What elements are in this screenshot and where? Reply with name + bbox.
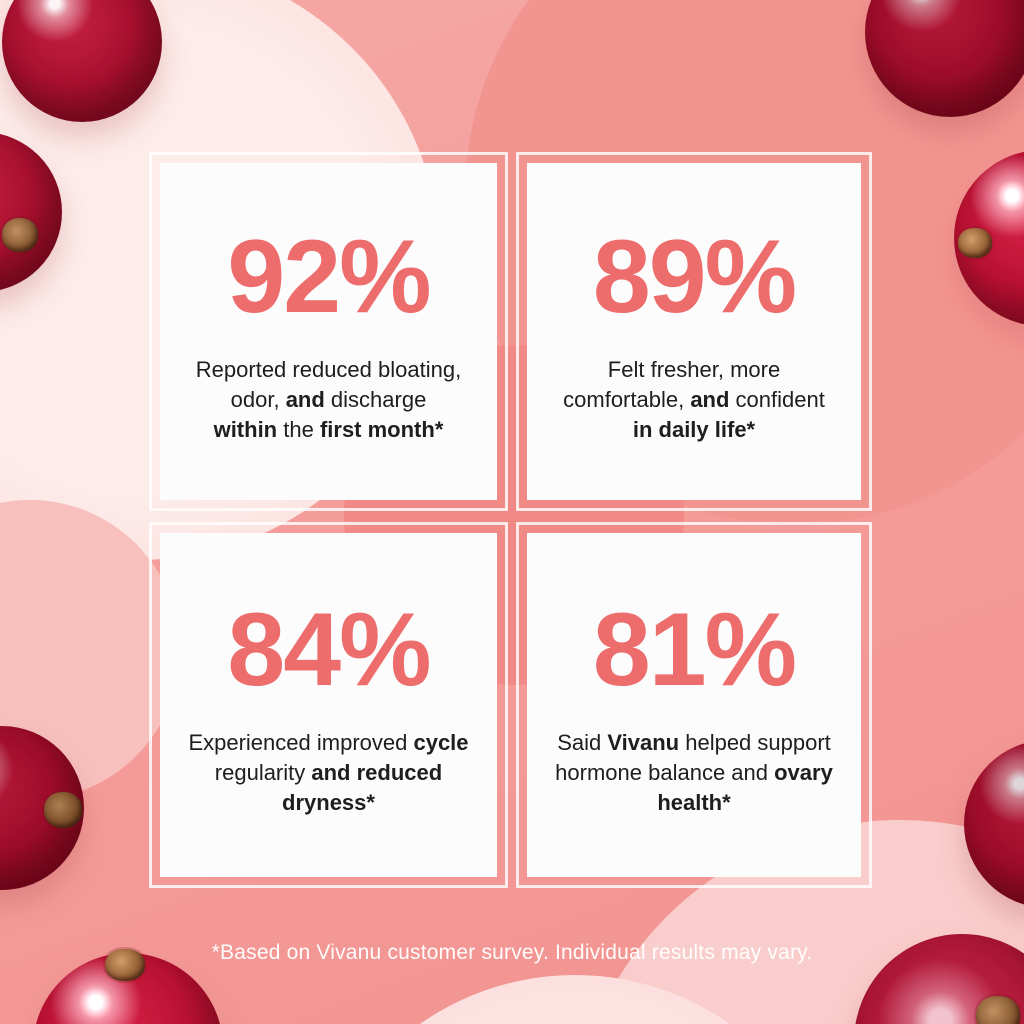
stat-value: 92% bbox=[227, 218, 431, 335]
stat-value: 81% bbox=[592, 592, 797, 708]
stat-card: 92% Reported reduced bloating, odor, and … bbox=[149, 152, 508, 511]
stat-description: Said Vivanu helped support hormone balanc… bbox=[555, 730, 833, 815]
cranberry-stem-scar bbox=[44, 792, 82, 828]
stat-card: 84% Experienced improved cycle regularity… bbox=[149, 522, 508, 888]
cranberry-stem-scar bbox=[105, 949, 145, 981]
cranberry-stem-scar bbox=[976, 996, 1020, 1024]
stat-value: 89% bbox=[592, 218, 797, 335]
stat-description: Experienced improved cycle regularity and… bbox=[188, 730, 469, 815]
cranberry-stem-scar bbox=[958, 228, 992, 258]
stat-card: 89% Felt fresher, more comfortable, and c… bbox=[516, 152, 872, 511]
stats-grid: 92% Reported reduced bloating, odor, and … bbox=[149, 152, 872, 888]
footnote-text: *Based on Vivanu customer survey. Indivi… bbox=[211, 941, 813, 964]
stat-description: Felt fresher, more comfortable, and confi… bbox=[563, 356, 825, 442]
stat-description: Reported reduced bloating, odor, and disc… bbox=[195, 356, 462, 442]
cranberry-stem-scar bbox=[2, 218, 38, 252]
stat-card: 81% Said Vivanu helped support hormone ba… bbox=[516, 522, 872, 888]
stat-value: 84% bbox=[227, 592, 431, 708]
